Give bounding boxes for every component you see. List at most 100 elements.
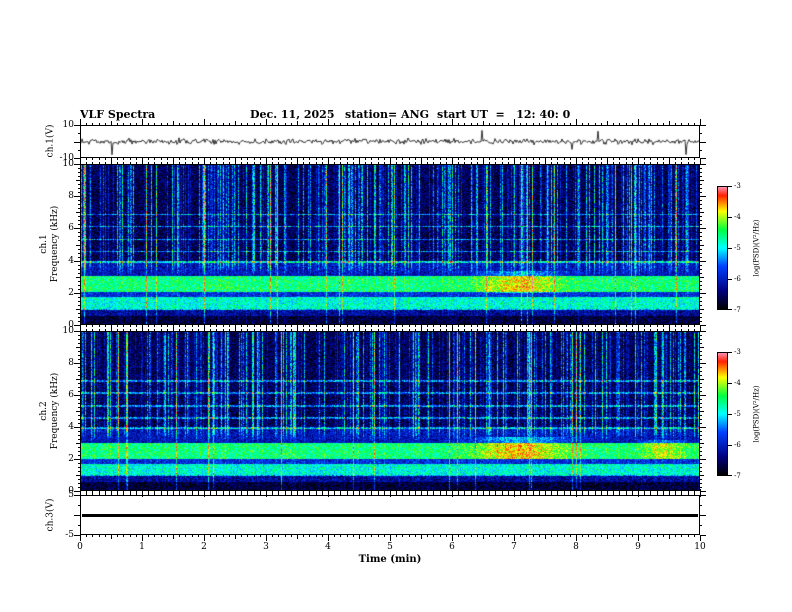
axis-tick bbox=[197, 325, 199, 327]
axis-tick bbox=[98, 329, 100, 331]
axis-tick bbox=[297, 491, 298, 495]
axis-tick bbox=[526, 491, 528, 493]
axis-tick bbox=[464, 158, 466, 160]
axis-tick bbox=[700, 515, 706, 516]
axis-tick bbox=[489, 325, 491, 327]
axis-tick bbox=[272, 123, 274, 125]
axis-tick bbox=[78, 316, 80, 318]
axis-tick bbox=[80, 158, 81, 164]
axis-tick bbox=[166, 535, 168, 537]
axis-tick bbox=[78, 248, 80, 250]
axis-tick bbox=[414, 158, 416, 160]
axis-tick bbox=[290, 325, 292, 327]
axis-tick bbox=[346, 123, 348, 125]
axis-tick bbox=[166, 162, 168, 164]
axis-tick bbox=[700, 149, 702, 151]
axis-tick bbox=[253, 329, 255, 331]
axis-tick bbox=[74, 325, 80, 326]
axis-tick bbox=[644, 491, 646, 493]
axis-tick bbox=[173, 121, 174, 125]
axis-tick bbox=[78, 240, 80, 242]
axis-tick bbox=[377, 535, 379, 537]
axis-tick bbox=[489, 123, 491, 125]
axis-tick bbox=[352, 158, 354, 160]
axis-tick bbox=[551, 493, 553, 495]
axis-tick bbox=[111, 160, 112, 164]
axis-tick bbox=[427, 491, 429, 493]
axis-tick bbox=[594, 491, 596, 493]
axis-tick bbox=[117, 123, 119, 125]
axis-tick bbox=[402, 123, 404, 125]
axis-tick bbox=[78, 403, 80, 404]
ch1-frequency-axis-label: ch.1 Frequency (kHz) bbox=[39, 206, 61, 283]
axis-tick bbox=[464, 329, 466, 331]
axis-tick bbox=[700, 300, 702, 302]
axis-tick bbox=[371, 535, 373, 537]
axis-tick bbox=[489, 491, 491, 493]
axis-tick bbox=[470, 535, 472, 537]
axis-tick bbox=[315, 325, 317, 327]
axis-tick bbox=[247, 491, 249, 493]
axis-tick bbox=[383, 162, 385, 164]
axis-tick bbox=[439, 491, 441, 493]
axis-tick bbox=[631, 123, 633, 125]
axis-tick bbox=[600, 493, 602, 495]
axis-tick bbox=[365, 325, 367, 327]
axis-tick bbox=[377, 158, 379, 160]
axis-tick bbox=[501, 329, 503, 331]
axis-tick bbox=[179, 162, 181, 164]
axis-tick bbox=[408, 158, 410, 160]
axis-tick bbox=[78, 188, 80, 190]
axis-tick bbox=[334, 158, 336, 160]
axis-tick bbox=[78, 264, 80, 266]
axis-tick bbox=[334, 162, 336, 164]
axis-tick bbox=[625, 535, 627, 537]
axis-tick bbox=[78, 200, 80, 202]
axis-tick bbox=[197, 491, 199, 493]
axis-tick bbox=[166, 329, 168, 331]
axis-tick bbox=[241, 535, 243, 537]
axis-tick bbox=[74, 495, 80, 496]
axis-tick bbox=[700, 188, 702, 190]
ch1-spectrogram-panel bbox=[80, 164, 700, 325]
axis-tick bbox=[78, 479, 80, 480]
ch1-waveform-panel bbox=[80, 125, 700, 158]
axis-tick bbox=[272, 162, 274, 164]
axis-tick bbox=[78, 232, 80, 234]
axis-tick bbox=[662, 329, 664, 331]
axis-tick bbox=[228, 491, 230, 493]
axis-tick bbox=[700, 296, 702, 298]
axis-tick bbox=[74, 515, 80, 516]
axis-tick bbox=[414, 329, 416, 331]
axis-tick bbox=[700, 184, 702, 186]
axis-tick bbox=[638, 325, 639, 331]
axis-tick bbox=[700, 220, 702, 222]
axis-tick bbox=[290, 329, 292, 331]
axis-tick bbox=[185, 535, 187, 537]
axis-tick bbox=[78, 339, 80, 340]
y-tick-label: 8 bbox=[68, 191, 74, 202]
axis-tick bbox=[470, 493, 472, 495]
axis-tick bbox=[76, 276, 80, 278]
axis-tick bbox=[228, 329, 230, 331]
axis-tick bbox=[78, 423, 80, 424]
axis-tick bbox=[204, 535, 205, 541]
colorbar-ch2-label: log(PSD)(V²/Hz) bbox=[752, 385, 761, 443]
axis-tick bbox=[185, 123, 187, 125]
axis-tick bbox=[78, 204, 80, 206]
axis-tick bbox=[582, 493, 584, 495]
axis-tick bbox=[78, 383, 80, 384]
axis-tick bbox=[154, 329, 156, 331]
axis-tick bbox=[78, 355, 80, 356]
axis-tick bbox=[160, 162, 162, 164]
axis-tick bbox=[588, 329, 590, 331]
axis-tick bbox=[514, 158, 515, 164]
axis-tick bbox=[408, 123, 410, 125]
axis-tick bbox=[247, 535, 249, 537]
axis-tick bbox=[278, 535, 280, 537]
axis-tick bbox=[78, 467, 80, 468]
axis-tick bbox=[222, 491, 224, 493]
axis-tick bbox=[545, 121, 546, 125]
axis-tick bbox=[414, 162, 416, 164]
axis-tick bbox=[402, 493, 404, 495]
